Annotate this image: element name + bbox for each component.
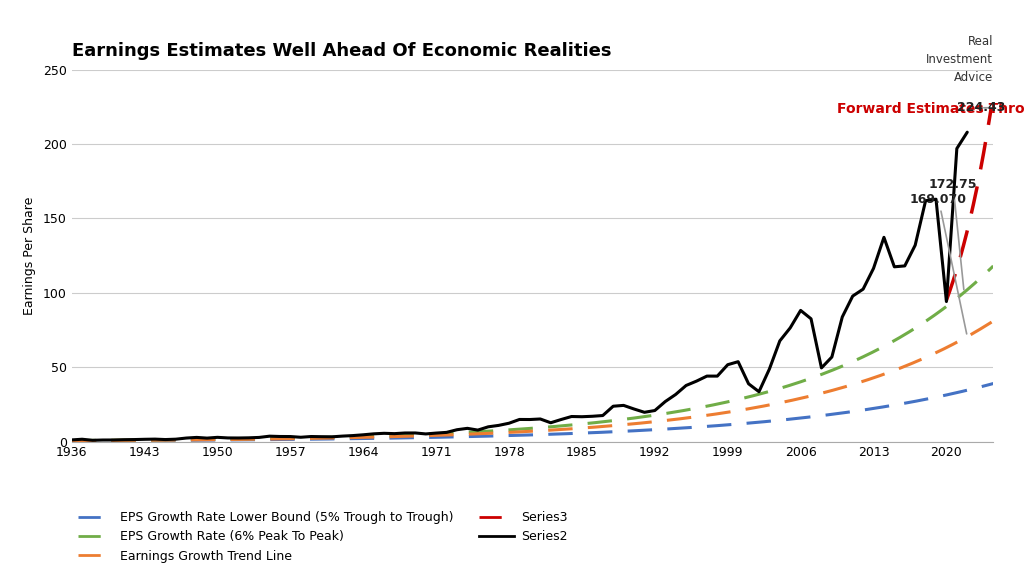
EPS Growth Rate Lower Bound (5% Trough to Trough) <box>625 428 637 435</box>
Series2 <box>962 129 974 136</box>
Y-axis label: Earnings Per Share: Earnings Per Share <box>23 196 36 315</box>
Earnings Growth Trend Line <box>625 421 637 428</box>
EPS Growth Rate Lower Bound (5% Trough to Trough) <box>987 380 999 387</box>
EPS Growth Rate (6% Peak To Peak) <box>765 388 777 394</box>
Series3 <box>981 128 993 135</box>
EPS Growth Rate (6% Peak To Peak) <box>652 411 665 418</box>
Series2 <box>336 433 348 440</box>
EPS Growth Rate Lower Bound (5% Trough to Trough) <box>765 418 777 425</box>
Line: EPS Growth Rate (6% Peak To Peak): EPS Growth Rate (6% Peak To Peak) <box>72 266 993 440</box>
Series3 <box>952 260 965 267</box>
EPS Growth Rate (6% Peak To Peak) <box>601 418 613 425</box>
Earnings Growth Trend Line <box>859 377 871 384</box>
Series2 <box>273 433 286 440</box>
Text: 172.75: 172.75 <box>929 178 977 290</box>
Line: Series3: Series3 <box>946 107 991 300</box>
Series2 <box>805 315 817 322</box>
Text: 224.43: 224.43 <box>956 101 1006 114</box>
Earnings Growth Trend Line <box>66 437 78 444</box>
EPS Growth Rate Lower Bound (5% Trough to Trough) <box>122 437 134 444</box>
Earnings Growth Trend Line <box>765 401 777 408</box>
Series3 <box>940 297 952 304</box>
Series2 <box>451 426 463 433</box>
Earnings Growth Trend Line <box>987 317 999 324</box>
EPS Growth Rate Lower Bound (5% Trough to Trough) <box>652 426 665 433</box>
Text: 169.070: 169.070 <box>910 193 967 334</box>
EPS Growth Rate Lower Bound (5% Trough to Trough) <box>66 437 78 444</box>
Earnings Growth Trend Line <box>122 437 134 444</box>
Text: Earnings Estimates Well Ahead Of Economic Realities: Earnings Estimates Well Ahead Of Economi… <box>72 42 611 60</box>
Series3 <box>985 104 997 111</box>
Line: EPS Growth Rate Lower Bound (5% Trough to Trough): EPS Growth Rate Lower Bound (5% Trough t… <box>72 383 993 441</box>
Series3 <box>983 119 995 125</box>
EPS Growth Rate (6% Peak To Peak) <box>987 263 999 270</box>
Series2 <box>66 436 78 443</box>
Earnings Growth Trend Line <box>601 422 613 429</box>
Series2 <box>523 416 536 423</box>
Series2 <box>86 437 98 444</box>
Series2 <box>222 435 234 442</box>
Text: Forward Estimates Through 2024: Forward Estimates Through 2024 <box>837 102 1024 116</box>
Line: Series2: Series2 <box>72 132 968 440</box>
Earnings Growth Trend Line <box>652 418 665 425</box>
Line: Earnings Growth Trend Line: Earnings Growth Trend Line <box>72 321 993 440</box>
Series3 <box>948 272 961 279</box>
EPS Growth Rate (6% Peak To Peak) <box>66 437 78 444</box>
Series3 <box>942 292 954 299</box>
Text: Real
Investment
Advice: Real Investment Advice <box>927 35 993 84</box>
Legend: EPS Growth Rate Lower Bound (5% Trough to Trough), EPS Growth Rate (6% Peak To P: EPS Growth Rate Lower Bound (5% Trough t… <box>78 511 568 562</box>
EPS Growth Rate (6% Peak To Peak) <box>859 352 871 359</box>
EPS Growth Rate Lower Bound (5% Trough to Trough) <box>601 429 613 436</box>
EPS Growth Rate (6% Peak To Peak) <box>122 437 134 444</box>
EPS Growth Rate (6% Peak To Peak) <box>625 415 637 422</box>
Series3 <box>943 289 955 296</box>
EPS Growth Rate Lower Bound (5% Trough to Trough) <box>859 406 871 413</box>
